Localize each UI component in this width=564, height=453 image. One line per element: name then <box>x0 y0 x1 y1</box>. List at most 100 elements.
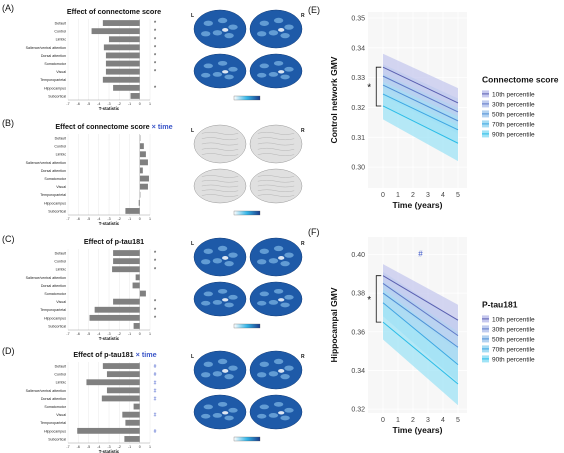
bar-chart-c: -7 -6 -5 -4 -3 -2 -1 0 1 T-statistic Default * Contr… <box>26 249 157 340</box>
category-label: Subcortical <box>48 437 66 441</box>
category-label: Default <box>55 251 66 255</box>
bar-b-2 <box>139 143 144 150</box>
colorbar <box>233 436 261 442</box>
hemisphere-left-label: L <box>191 354 194 360</box>
chart-title-b: Effect of connectome score × time <box>55 122 173 131</box>
category-label: Control <box>54 30 66 34</box>
category-label: Visual <box>56 185 66 189</box>
x-tick-label--5: -5 <box>87 102 90 106</box>
category-label: Visual <box>56 300 66 304</box>
activation-patch <box>201 31 211 37</box>
activation-patch <box>203 63 213 69</box>
significance-marker: * <box>154 316 157 322</box>
activation-patch <box>201 259 211 265</box>
x-tick-label--1: -1 <box>128 217 131 221</box>
x-tick-label: 0 <box>381 417 385 424</box>
significance-bracket <box>375 66 382 107</box>
significance-marker: * <box>154 300 157 306</box>
category-label: Hippocampus <box>44 201 66 205</box>
x-tick-label--4: -4 <box>97 445 100 449</box>
sulcus <box>201 179 239 183</box>
line-chart-f: 0.32 0.34 0.36 0.38 0.40 0 1 2 3 4 5 Time (years) Hi… <box>329 237 535 435</box>
chart-title-d: Effect of p-tau181 × time <box>73 350 157 359</box>
x-tick-label--1: -1 <box>128 445 131 449</box>
significance-marker: * <box>154 21 157 27</box>
hemisphere-right-label: R <box>301 13 305 19</box>
category-label: Subcortical <box>48 94 66 98</box>
activation-patch <box>268 30 279 36</box>
category-label: Temporoparietal <box>40 78 66 82</box>
activation-patch-light <box>222 28 229 32</box>
category-label: Default <box>55 21 66 25</box>
sulcus <box>257 175 295 178</box>
sulcus <box>201 147 239 151</box>
x-tick-label: 4 <box>441 192 445 199</box>
hemisphere-right-label: R <box>301 241 305 247</box>
x-axis-title: Time (years) <box>393 425 443 435</box>
category-label: Visual <box>56 70 66 74</box>
bar-b-7 <box>139 183 148 190</box>
activation-patch <box>212 413 223 418</box>
y-tick-label: 0.33 <box>351 75 365 82</box>
sulcus <box>201 175 239 178</box>
activation-patch <box>212 258 223 264</box>
legend-label: 10th percentile <box>492 91 535 98</box>
sulcus <box>201 142 239 146</box>
x-tick-label: 2 <box>411 417 415 424</box>
activation-patch <box>259 248 269 254</box>
activation-patch <box>203 291 213 297</box>
activation-patch <box>212 72 223 77</box>
x-tick-label: 4 <box>441 417 445 424</box>
x-tick-label: 0 <box>381 192 385 199</box>
legend-label: 90th percentile <box>492 356 535 363</box>
category-label: Control <box>54 373 66 377</box>
activation-patch <box>212 300 223 305</box>
cortex-surface <box>249 394 303 430</box>
activation-patch <box>257 372 267 378</box>
x-tick-label--4: -4 <box>97 102 100 106</box>
significance-marker: # <box>154 413 157 419</box>
activation-patch <box>201 72 211 78</box>
significance-marker: * <box>154 267 157 273</box>
category-label: Default <box>55 364 66 368</box>
x-axis-title: Time (years) <box>393 200 443 210</box>
activation-patch <box>284 66 294 72</box>
x-tick-label--2: -2 <box>118 445 121 449</box>
bar-c-9 <box>89 314 140 321</box>
y-tick-label: 0.31 <box>351 135 365 142</box>
x-tick-label--7: -7 <box>66 332 69 336</box>
significance-marker: # <box>154 396 157 402</box>
bar-c-6 <box>139 290 146 297</box>
bar-d-10 <box>124 436 140 442</box>
x-tick-label--4: -4 <box>97 217 100 221</box>
category-label: Somatomotor <box>44 292 66 296</box>
activation-patch <box>268 258 279 264</box>
activation-patch <box>217 358 228 365</box>
bar-chart-a: -7 -6 -5 -4 -3 -2 -1 0 1 T-statistic Default * Contr… <box>26 19 157 110</box>
bracket-label: * <box>367 295 371 306</box>
sulcus <box>257 184 295 188</box>
activation-patch <box>284 24 294 30</box>
category-label: Subcortical <box>48 209 66 213</box>
activation-patch <box>224 302 234 308</box>
series-line-f-4 <box>382 302 459 366</box>
activation-patch-light <box>222 298 229 302</box>
category-label: Control <box>54 260 66 264</box>
series-line-f-1 <box>382 275 459 321</box>
activation-patch <box>203 248 213 254</box>
legend-label: 90th percentile <box>492 131 535 138</box>
sulcus <box>201 137 239 141</box>
activation-patch <box>268 300 279 305</box>
cortex-surface <box>249 9 303 49</box>
significance-marker: * <box>154 251 157 257</box>
activation-patch <box>273 17 284 24</box>
activation-patch <box>201 372 211 378</box>
panel-label-b: (B) <box>2 118 14 128</box>
x-tick-label--4: -4 <box>97 332 100 336</box>
activation-patch <box>273 358 284 365</box>
x-tick-label-1: 1 <box>149 217 151 221</box>
x-tick-label--2: -2 <box>118 102 121 106</box>
x-tick-label: 1 <box>396 417 400 424</box>
